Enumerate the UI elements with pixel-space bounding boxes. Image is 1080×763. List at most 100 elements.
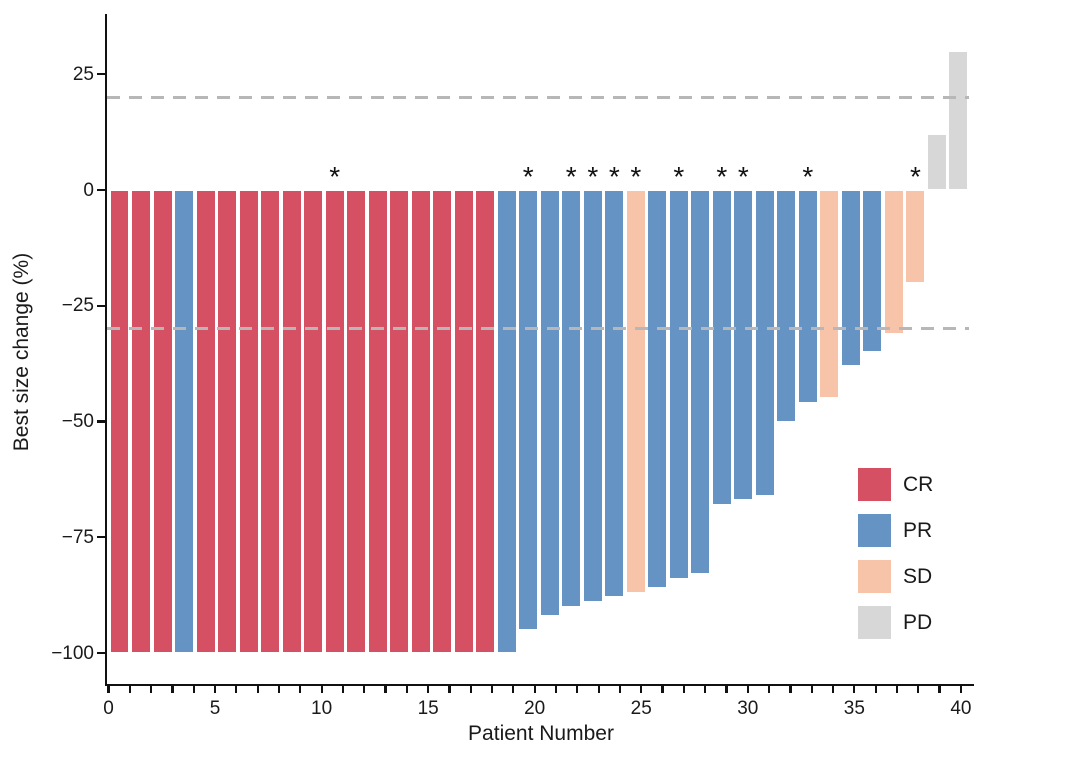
bar-patient-31 [754, 190, 775, 496]
bar-patient-13 [367, 190, 388, 653]
bar-patient-7 [238, 190, 259, 653]
bar-patient-23 [582, 190, 603, 603]
bar-patient-37 [883, 190, 904, 334]
y-tick-mark [97, 420, 105, 423]
x-tick-mark [704, 686, 707, 693]
x-tick-label: 30 [737, 698, 759, 719]
bar-patient-25 [625, 190, 646, 593]
x-tick-mark [938, 686, 941, 693]
y-tick-mark [97, 304, 105, 307]
x-tick-mark [277, 686, 281, 693]
significance-marker-patient-29: * [716, 161, 728, 192]
bar-patient-39 [926, 134, 947, 190]
x-tick-mark [917, 686, 920, 693]
bar-patient-8 [260, 190, 281, 653]
legend-label-cr: CR [903, 472, 934, 496]
x-tick-mark [341, 686, 344, 693]
bar-patient-27 [668, 190, 689, 579]
bar-patient-2 [131, 190, 151, 653]
bar-patient-11 [324, 190, 345, 653]
bar-patient-35 [840, 190, 861, 366]
y-tick-mark [97, 188, 105, 192]
bar-patient-29 [711, 190, 732, 505]
x-tick-label: 5 [209, 698, 221, 719]
bar-patient-32 [776, 190, 797, 422]
bar-patient-4 [174, 190, 195, 653]
bar-patient-19 [496, 190, 517, 653]
bar-patient-21 [539, 190, 560, 616]
x-tick-mark [597, 686, 600, 693]
x-tick-label: 25 [630, 698, 652, 719]
bar-patient-1 [109, 190, 130, 653]
x-tick-mark [490, 686, 494, 693]
significance-marker-patient-27: * [673, 161, 685, 192]
bar-patient-9 [281, 190, 302, 653]
x-tick-mark [746, 686, 749, 693]
threshold-line-progressive-disease-threshold [107, 95, 969, 99]
x-tick-mark [895, 686, 899, 693]
x-tick-mark [789, 686, 792, 693]
x-tick-mark [831, 686, 835, 693]
y-tick-label: 25 [72, 63, 94, 85]
bar-patient-28 [690, 190, 711, 575]
legend-swatch-pd [858, 606, 891, 639]
bar-patient-26 [647, 190, 668, 589]
x-axis-line [105, 684, 974, 687]
significance-marker-patient-33: * [802, 161, 814, 192]
x-tick-label: 10 [311, 698, 333, 719]
x-tick-mark [512, 686, 515, 693]
y-tick-label: −50 [61, 411, 94, 432]
x-tick-mark [256, 686, 259, 693]
bar-patient-33 [797, 190, 818, 403]
bar-patient-20 [518, 190, 539, 630]
bar-patient-17 [453, 190, 474, 653]
bar-patient-18 [475, 190, 496, 653]
x-tick-mark [725, 686, 728, 693]
y-axis-title: Best size change (%) [10, 252, 33, 452]
bar-patient-40 [948, 51, 969, 190]
x-tick-label: 20 [524, 698, 546, 719]
y-axis-line [105, 14, 108, 686]
bar-patient-38 [905, 190, 926, 283]
y-tick-mark [97, 536, 105, 539]
x-tick-mark [405, 686, 408, 693]
x-tick-mark [235, 686, 238, 693]
x-tick-mark [640, 686, 643, 693]
bar-patient-12 [346, 190, 367, 653]
x-tick-mark [171, 686, 174, 693]
bar-patient-22 [561, 190, 582, 607]
x-tick-mark [150, 686, 153, 693]
significance-marker-patient-25: * [630, 161, 642, 192]
x-tick-mark [192, 686, 195, 693]
x-tick-mark [384, 686, 387, 693]
x-tick-mark [853, 686, 856, 693]
legend-swatch-cr [858, 468, 891, 501]
bar-patient-34 [819, 190, 840, 399]
y-tick-label: −100 [51, 642, 94, 664]
x-tick-mark [661, 686, 664, 693]
legend-label-sd: SD [903, 564, 933, 588]
significance-marker-patient-22: * [565, 161, 577, 192]
x-tick-mark [107, 686, 110, 693]
significance-marker-patient-20: * [522, 161, 534, 192]
threshold-line-partial-response-threshold [107, 327, 969, 331]
legend-swatch-pr [858, 514, 891, 547]
bar-patient-16 [432, 190, 453, 653]
x-tick-label: 0 [103, 698, 114, 719]
bar-patient-30 [733, 190, 754, 501]
legend-label-pr: PR [903, 518, 933, 542]
significance-marker-patient-24: * [608, 161, 620, 192]
x-tick-mark [320, 686, 323, 693]
bar-patient-6 [217, 190, 238, 653]
x-tick-mark [469, 686, 472, 693]
y-tick-mark [97, 73, 105, 76]
y-tick-label: −25 [61, 295, 94, 317]
bar-patient-5 [195, 190, 216, 653]
x-tick-mark [363, 686, 366, 693]
x-tick-mark [959, 686, 962, 693]
x-tick-label: 35 [843, 698, 865, 719]
x-axis-title: Patient Number [468, 722, 614, 745]
x-tick-label: 15 [417, 698, 439, 719]
y-tick-label: 0 [83, 179, 94, 201]
